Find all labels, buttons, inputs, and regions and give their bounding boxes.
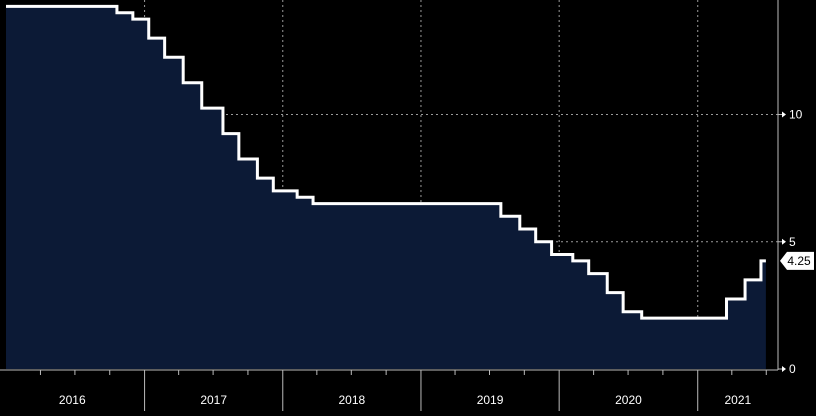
y-tick-arrow [782, 366, 786, 372]
step-line [6, 4, 766, 320]
x-tick-label-2016: 2016 [59, 393, 86, 407]
series-line [6, 4, 766, 320]
x-tick-label-2018: 2018 [339, 393, 366, 407]
x-tick-label-2019: 2019 [477, 393, 504, 407]
area-under-line [6, 6, 766, 370]
y-tick-label-5: 5 [789, 235, 796, 249]
x-tick-label-2017: 2017 [200, 393, 227, 407]
x-tick-label-2020: 2020 [615, 393, 642, 407]
y-tick-arrow [782, 238, 786, 245]
y-tick-label-0: 0 [789, 362, 796, 376]
last-value-label: 4.25 [787, 254, 811, 268]
y-tick-arrow [782, 111, 786, 118]
last-value-badge [780, 251, 814, 270]
x-tick-label-2021: 2021 [725, 393, 752, 407]
y-tick-label-10: 10 [789, 108, 803, 122]
area-fill [6, 6, 766, 370]
